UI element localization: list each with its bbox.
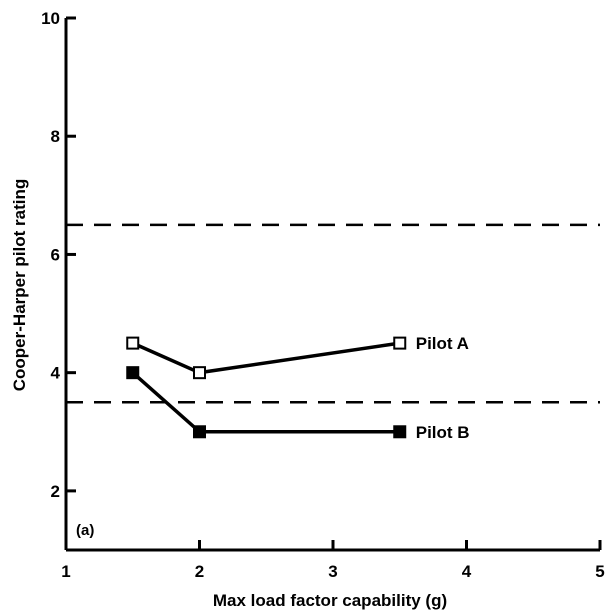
- x-axis-label: Max load factor capability (g): [213, 591, 447, 610]
- axes: [64, 18, 600, 552]
- panel-label: (a): [76, 522, 94, 539]
- x-tick-label: 5: [595, 562, 604, 581]
- pilot-b-marker: [193, 425, 206, 439]
- pilot-a-line: [132, 341, 401, 375]
- pilot-a-marker: [126, 336, 140, 350]
- pilot-b-marker: [393, 425, 407, 439]
- y-tick-label: 2: [51, 482, 60, 501]
- y-tick-label: 4: [51, 364, 61, 383]
- pilot-a-marker: [393, 336, 407, 350]
- x-tick-label: 2: [195, 562, 204, 581]
- y-tick-label: 10: [41, 9, 60, 28]
- x-tick-label: 3: [328, 562, 337, 581]
- y-axis-label: Cooper-Harper pilot rating: [10, 179, 29, 392]
- x-tick-label: 4: [462, 562, 472, 581]
- reference-lines: [66, 223, 600, 404]
- pilot-a-label: Pilot A: [416, 334, 469, 353]
- x-tick-label: 1: [61, 562, 70, 581]
- y-tick-label: 6: [51, 245, 60, 264]
- y-tick-label: 8: [51, 127, 60, 146]
- pilot-a-marker: [193, 366, 206, 380]
- series: Pilot A Pilot B: [126, 334, 470, 442]
- pilot-b-label: Pilot B: [416, 423, 470, 442]
- pilot-b-marker: [126, 366, 140, 380]
